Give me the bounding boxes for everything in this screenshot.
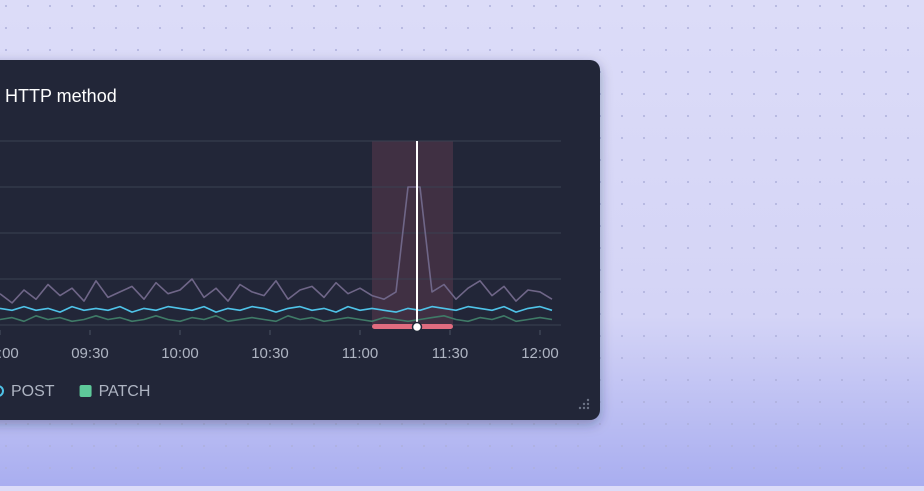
x-tick-label: 10:00 <box>161 345 199 362</box>
legend-label: PATCH <box>99 383 151 400</box>
x-tick-label: 12:00 <box>521 345 559 362</box>
series-line <box>0 315 553 323</box>
legend-marker <box>0 385 4 397</box>
x-tick-label: 11:00 <box>342 345 378 362</box>
legend-marker <box>79 385 92 397</box>
legend-label: POST <box>11 383 55 400</box>
chart-title: HTTP method <box>5 86 117 106</box>
x-tick-label: 09:30 <box>71 345 109 362</box>
panel <box>0 60 600 420</box>
plot: 025507510009:0009:3010:0010:3011:0011:30… <box>0 140 561 400</box>
x-tick-label: 11:30 <box>432 345 468 362</box>
series-line <box>0 186 553 304</box>
cursor-dot <box>411 321 423 333</box>
x-tick-label: 10:30 <box>251 345 289 362</box>
resize-grip <box>578 398 590 410</box>
series-line <box>0 305 553 313</box>
x-tick-label: 09:00 <box>0 345 19 362</box>
